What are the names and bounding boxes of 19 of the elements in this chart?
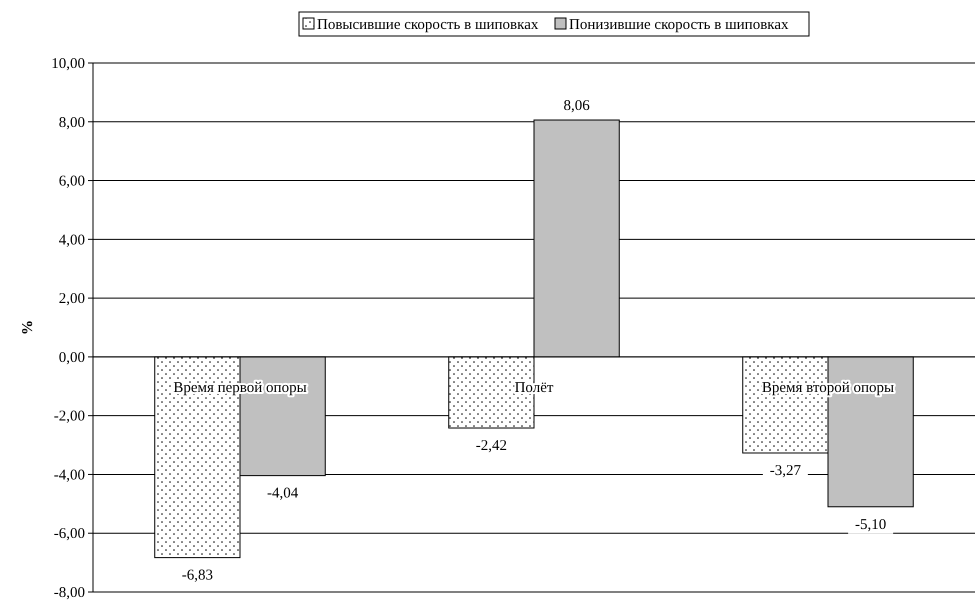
data-label: 8,06 (564, 98, 590, 114)
y-tick-label: 8,00 (58, 114, 85, 131)
y-tick-label: -6,00 (54, 526, 85, 542)
y-axis-title: % (20, 320, 36, 335)
y-tick-label: -2,00 (54, 408, 85, 425)
legend-label: Повысившие скорость в шиповках (317, 17, 539, 33)
y-tick-label: 0,00 (58, 350, 85, 366)
data-label: -3,27 (770, 462, 802, 479)
y-tick-label: -8,00 (54, 585, 85, 601)
y-tick-label: 4,00 (58, 232, 85, 248)
y-tick-label: -4,00 (54, 467, 85, 484)
legend-label: Понизившие скорость в шиповках (569, 17, 790, 33)
y-tick-label: 10,00 (51, 56, 85, 72)
data-label: -2,42 (476, 438, 507, 454)
y-tick-label: 2,00 (58, 291, 85, 308)
data-label: -6,83 (182, 568, 213, 584)
y-tick-label: 6,00 (58, 174, 85, 190)
data-label: -4,04 (267, 486, 299, 502)
data-label: -5,10 (855, 516, 886, 533)
